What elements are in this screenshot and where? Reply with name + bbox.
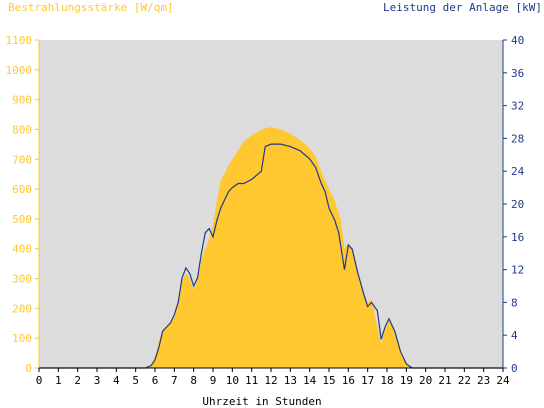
left-tick-label: 600 <box>12 183 32 196</box>
x-tick-label: 10 <box>226 374 239 387</box>
right-tick-label: 32 <box>511 100 524 113</box>
left-tick-label: 1000 <box>6 64 33 77</box>
left-tick-label: 700 <box>12 153 32 166</box>
x-tick-label: 15 <box>322 374 335 387</box>
left-tick-label: 0 <box>25 362 32 375</box>
left-tick-label: 300 <box>12 273 32 286</box>
right-tick-label: 16 <box>511 231 524 244</box>
x-tick-label: 7 <box>171 374 178 387</box>
x-tick-label: 8 <box>190 374 197 387</box>
x-tick-label: 2 <box>74 374 81 387</box>
x-tick-label: 21 <box>438 374 451 387</box>
x-tick-label: 16 <box>342 374 355 387</box>
right-tick-label: 40 <box>511 34 524 47</box>
left-tick-label: 1100 <box>6 34 33 47</box>
x-tick-label: 14 <box>303 374 317 387</box>
left-axis-title: Bestrahlungsstärke [W/qm] <box>8 1 174 14</box>
x-tick-label: 18 <box>380 374 393 387</box>
x-tick-label: 0 <box>36 374 43 387</box>
left-tick-label: 400 <box>12 243 32 256</box>
x-tick-label: 24 <box>496 374 510 387</box>
x-tick-label: 23 <box>477 374 490 387</box>
right-tick-label: 0 <box>511 362 518 375</box>
right-tick-label: 36 <box>511 67 524 80</box>
right-tick-label: 12 <box>511 264 524 277</box>
x-tick-label: 22 <box>458 374 471 387</box>
right-tick-label: 28 <box>511 132 524 145</box>
left-tick-label: 500 <box>12 213 32 226</box>
x-tick-label: 19 <box>400 374 413 387</box>
left-tick-label: 800 <box>12 123 32 136</box>
irradiance-area <box>39 127 503 368</box>
x-axis-ticks: 0 1 2 3 4 5 6 7 8 9 10 11 12 13 14 15 16 17 18 19 20 21 22 23 24 <box>36 368 510 387</box>
x-tick-label: 17 <box>361 374 374 387</box>
x-axis-title: Uhrzeit in Stunden <box>202 395 321 408</box>
right-tick-label: 24 <box>511 165 525 178</box>
right-axis-title: Leistung der Anlage [kW] <box>383 1 542 14</box>
left-tick-label: 200 <box>12 302 32 315</box>
left-axis-ticks: 0 100 200 300 400 500 600 700 800 900 1000 1100 <box>6 34 39 375</box>
x-tick-label: 1 <box>55 374 62 387</box>
right-tick-label: 20 <box>511 198 524 211</box>
left-tick-label: 900 <box>12 94 32 107</box>
right-tick-label: 8 <box>511 296 518 309</box>
x-tick-label: 20 <box>419 374 432 387</box>
x-tick-label: 11 <box>245 374 258 387</box>
right-tick-label: 4 <box>511 329 518 342</box>
x-tick-label: 12 <box>264 374 277 387</box>
right-axis-ticks: 0 4 8 12 16 20 24 28 32 36 40 <box>503 34 525 375</box>
x-tick-label: 9 <box>210 374 217 387</box>
power-line <box>39 143 503 369</box>
x-tick-label: 6 <box>152 374 159 387</box>
x-tick-label: 3 <box>94 374 101 387</box>
x-tick-label: 5 <box>132 374 139 387</box>
left-tick-label: 100 <box>12 332 32 345</box>
x-tick-label: 4 <box>113 374 120 387</box>
x-tick-label: 13 <box>284 374 297 387</box>
